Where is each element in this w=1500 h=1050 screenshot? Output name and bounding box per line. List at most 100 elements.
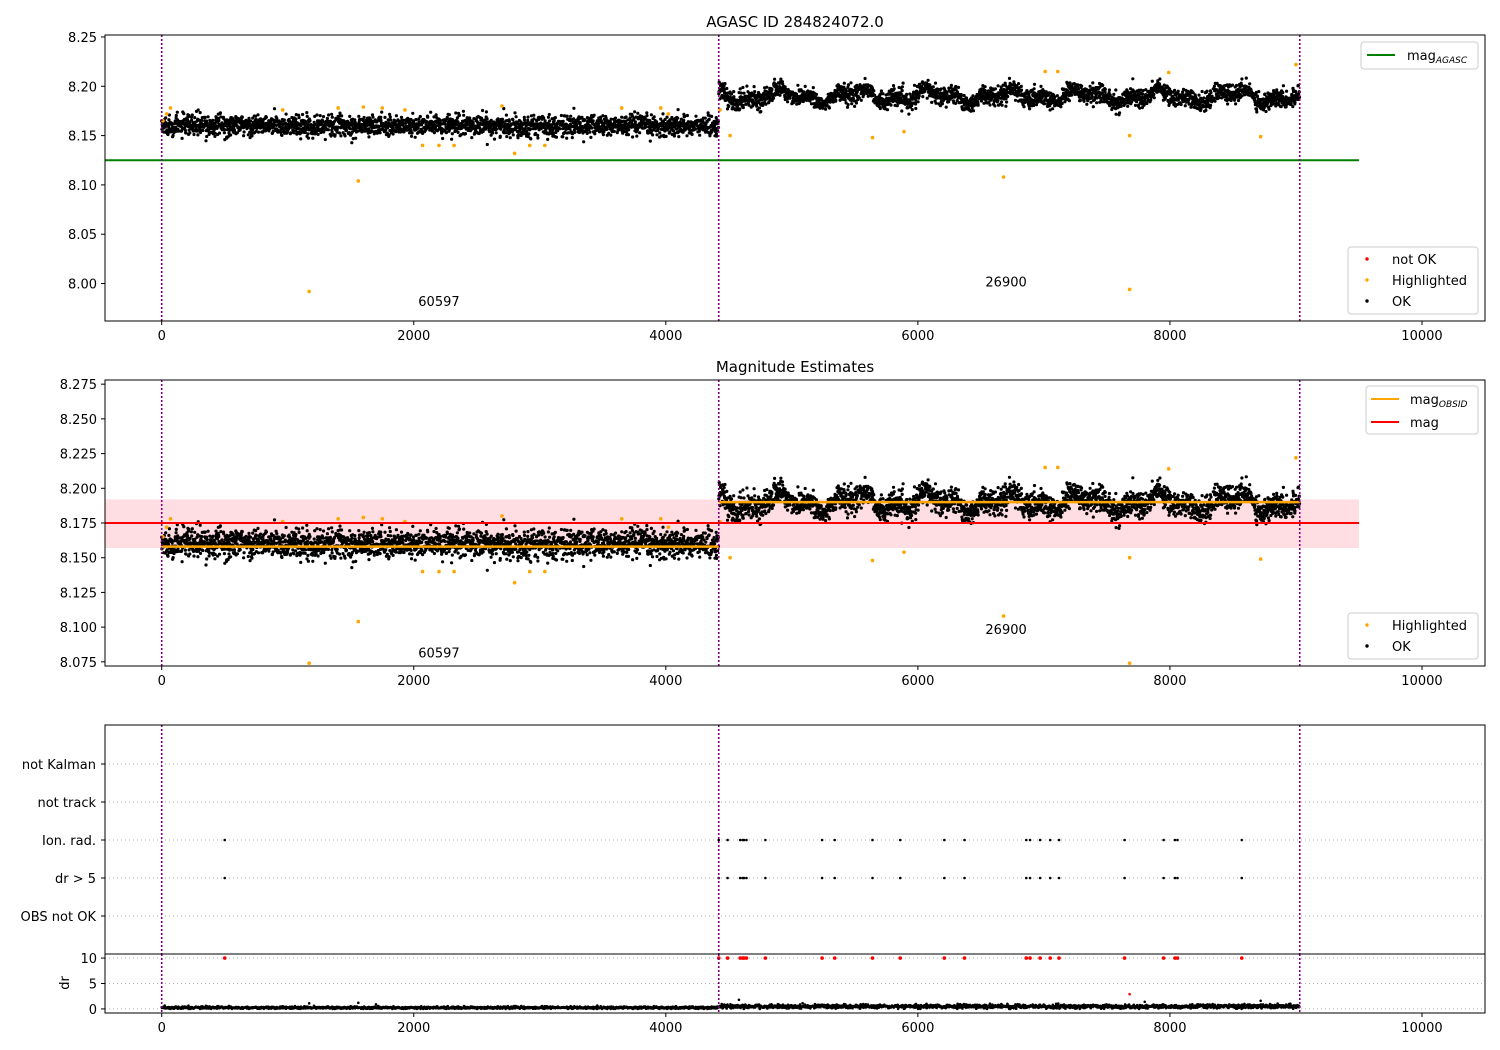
ok-point: [1103, 90, 1107, 94]
ok-point: [1291, 105, 1295, 109]
ok-point: [528, 127, 533, 131]
ok-point: [494, 127, 498, 131]
ok-point: [558, 127, 562, 131]
ok-point: [411, 111, 415, 115]
ok-point: [905, 92, 909, 96]
ok-point: [1281, 84, 1285, 88]
ok-point: [993, 87, 998, 91]
ok-point: [230, 128, 234, 132]
ok-point: [1253, 96, 1257, 100]
ok-point: [484, 110, 488, 114]
ok-point: [462, 113, 466, 117]
ok-point: [542, 116, 546, 120]
ok-point: [773, 77, 777, 81]
ok-point: [671, 129, 676, 133]
ok-point: [592, 113, 596, 117]
ok-point: [384, 128, 388, 132]
ok-point: [676, 116, 680, 120]
ok-point: [1078, 98, 1082, 103]
ok-point: [200, 118, 204, 123]
ok-point: [565, 136, 569, 140]
ok-point: [494, 131, 498, 135]
ok-point: [526, 118, 530, 122]
ok-point: [182, 112, 186, 116]
ok-point: [638, 131, 642, 135]
ok-point: [605, 127, 609, 131]
ok-point: [213, 134, 217, 138]
ok-point: [510, 130, 514, 134]
ok-point: [338, 111, 342, 115]
ok-point: [282, 118, 286, 122]
ok-point: [853, 104, 857, 108]
ok-point: [636, 111, 640, 115]
ok-point: [531, 127, 535, 131]
ok-point: [201, 128, 205, 133]
ok-point: [601, 114, 605, 118]
ok-point: [174, 125, 178, 129]
ok-point: [450, 132, 454, 136]
ok-point: [944, 105, 948, 109]
ok-point: [907, 112, 911, 116]
ok-point: [523, 120, 527, 125]
ok-point: [682, 118, 686, 122]
ok-point: [502, 107, 506, 111]
ok-point: [1119, 104, 1123, 108]
ok-point: [184, 131, 188, 135]
ok-point: [323, 137, 327, 142]
ok-point: [166, 132, 170, 137]
ok-point: [885, 108, 890, 112]
ok-point: [330, 130, 334, 134]
ok-point: [470, 136, 474, 140]
ok-point: [500, 117, 504, 121]
ok-point: [764, 102, 768, 106]
ok-point: [1152, 92, 1156, 96]
ok-point: [1000, 100, 1004, 104]
ok-point: [568, 127, 572, 131]
ok-point: [1013, 98, 1018, 102]
ok-point: [426, 115, 430, 119]
ok-point: [565, 114, 569, 118]
ok-point: [1158, 77, 1162, 81]
ok-point: [450, 137, 454, 141]
ok-point: [732, 95, 736, 99]
ok-point: [771, 96, 776, 100]
ok-point: [665, 115, 669, 119]
ok-point: [547, 112, 551, 117]
ok-point: [1103, 87, 1107, 91]
ok-point: [167, 113, 171, 117]
ok-point: [1152, 96, 1156, 100]
ok-point: [983, 85, 987, 89]
ok-point: [859, 98, 863, 102]
ok-point: [845, 105, 850, 109]
ok-point: [180, 136, 184, 140]
ok-point: [383, 115, 387, 119]
ok-point: [759, 110, 763, 114]
ok-point: [770, 87, 774, 91]
ok-point: [478, 126, 482, 130]
ok-point: [1200, 89, 1204, 94]
ok-point: [289, 131, 293, 135]
ok-point: [305, 111, 309, 115]
ok-point: [556, 129, 560, 133]
ok-point: [624, 115, 628, 119]
ok-point: [190, 113, 194, 117]
ok-point: [211, 118, 215, 122]
ok-point: [278, 120, 283, 124]
ok-point: [340, 114, 344, 118]
ok-point: [522, 118, 527, 122]
ok-point: [1005, 100, 1009, 104]
ok-point: [690, 132, 694, 136]
ok-point: [1176, 89, 1180, 93]
agasc-panel: AGASC ID 284824072.0 60597 26900 0 2000 40…: [68, 13, 1486, 344]
ok-point: [496, 117, 500, 121]
ok-point: [1173, 88, 1177, 92]
ok-point: [223, 128, 227, 132]
ok-point: [901, 81, 905, 85]
ok-point: [311, 136, 315, 140]
ok-point: [715, 134, 719, 138]
ok-point: [676, 108, 680, 112]
ok-point: [454, 111, 458, 115]
ok-point: [1279, 105, 1283, 109]
ok-point: [892, 87, 896, 91]
